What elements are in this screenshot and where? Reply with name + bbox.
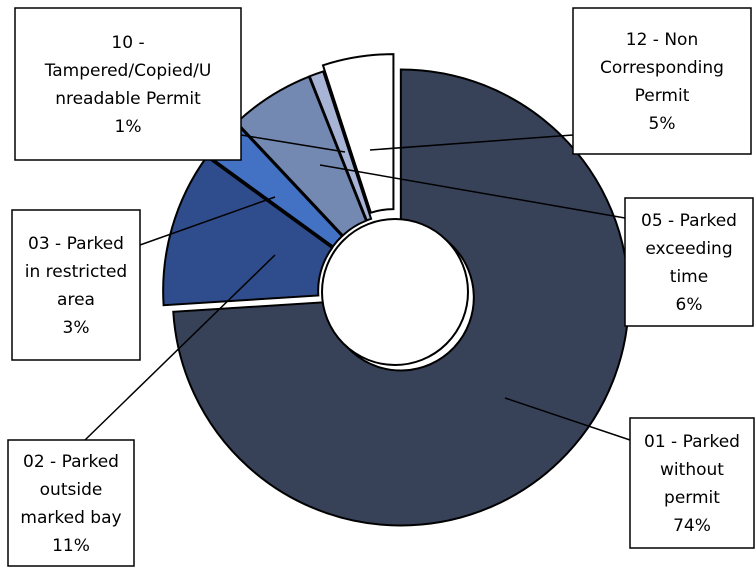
data-label-text: outside bbox=[40, 480, 103, 500]
donut-hole bbox=[321, 218, 469, 366]
slice-01 bbox=[172, 68, 630, 527]
callout-10: 10 - Tampered/Copied/U nreadable Permit 1% bbox=[14, 7, 242, 161]
leader-line-02 bbox=[84, 254, 276, 441]
slice-10 bbox=[308, 70, 373, 222]
leader-line-03 bbox=[139, 196, 276, 246]
data-label-text: Corresponding bbox=[600, 58, 724, 78]
data-label-text: Tampered/Copied/U bbox=[44, 61, 212, 81]
callout-01: 01 - Parked without permit 74% bbox=[629, 417, 755, 549]
callout-03: 03 - Parked in restricted area 3% bbox=[11, 209, 141, 361]
data-label-text: area bbox=[57, 290, 95, 310]
data-label-text: 12 - Non bbox=[626, 30, 698, 50]
data-label-text: nreadable Permit bbox=[55, 89, 201, 109]
data-label-percent: 1% bbox=[115, 117, 142, 137]
leader-line-12 bbox=[369, 134, 574, 151]
data-label-text: marked bay bbox=[20, 508, 121, 528]
data-label-text: 02 - Parked bbox=[23, 452, 119, 472]
data-label-text: 05 - Parked bbox=[641, 211, 737, 231]
data-label-text: permit bbox=[664, 488, 720, 508]
callout-12: 12 - Non Corresponding Permit 5% bbox=[572, 7, 752, 155]
data-label-callouts: 01 - Parked without permit 74% 02 - Parked ou… bbox=[7, 7, 755, 567]
data-label-percent: 11% bbox=[52, 536, 90, 556]
data-label-text: 03 - Parked bbox=[28, 234, 124, 254]
data-label-percent: 6% bbox=[676, 295, 703, 315]
slice-12 bbox=[321, 53, 395, 214]
data-label-percent: 3% bbox=[63, 318, 90, 338]
slice-02 bbox=[162, 155, 334, 307]
data-label-text: exceeding bbox=[645, 239, 732, 259]
data-label-text: in restricted bbox=[25, 262, 127, 282]
data-label-text: 01 - Parked bbox=[644, 432, 740, 452]
data-label-text: 10 - bbox=[111, 33, 144, 53]
callout-02: 02 - Parked outside marked bay 11% bbox=[7, 439, 135, 567]
donut-slices bbox=[162, 53, 630, 527]
data-label-text: time bbox=[670, 267, 708, 287]
leader-line-10 bbox=[240, 134, 346, 153]
data-label-text: Permit bbox=[635, 86, 690, 106]
callout-box-01 bbox=[629, 417, 755, 549]
data-label-percent: 5% bbox=[649, 114, 676, 134]
leader-lines bbox=[84, 134, 631, 441]
callout-box-12 bbox=[572, 7, 752, 155]
leader-line-05 bbox=[319, 164, 626, 219]
leader-line-01 bbox=[504, 397, 631, 441]
callout-05: 05 - Parked exceeding time 6% bbox=[624, 197, 754, 327]
data-label-percent: 74% bbox=[673, 516, 711, 536]
callout-box-10 bbox=[14, 7, 242, 161]
callout-box-05 bbox=[624, 197, 754, 327]
data-label-text: without bbox=[660, 460, 724, 480]
callout-box-02 bbox=[7, 439, 135, 567]
callout-box-03 bbox=[11, 209, 141, 361]
